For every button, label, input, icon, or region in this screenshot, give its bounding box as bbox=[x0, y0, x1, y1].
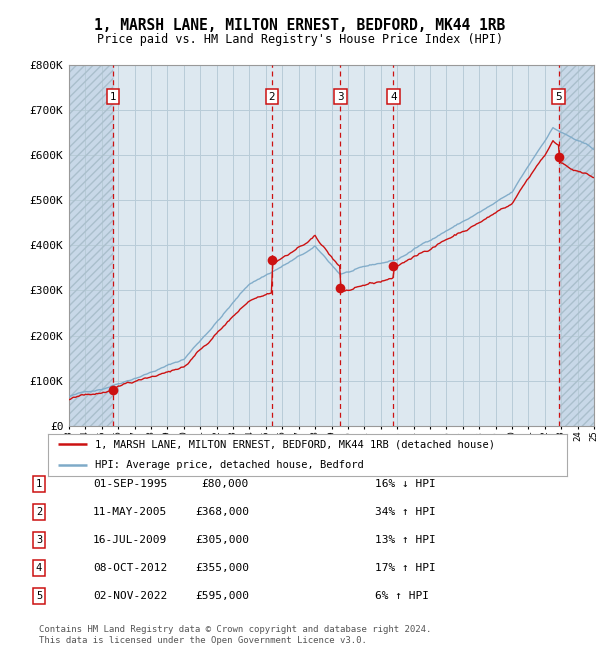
Text: Price paid vs. HM Land Registry's House Price Index (HPI): Price paid vs. HM Land Registry's House … bbox=[97, 32, 503, 46]
Text: 16% ↓ HPI: 16% ↓ HPI bbox=[375, 479, 436, 489]
Text: 01-SEP-1995: 01-SEP-1995 bbox=[93, 479, 167, 489]
Text: 02-NOV-2022: 02-NOV-2022 bbox=[93, 591, 167, 601]
Text: 1, MARSH LANE, MILTON ERNEST, BEDFORD, MK44 1RB (detached house): 1, MARSH LANE, MILTON ERNEST, BEDFORD, M… bbox=[95, 439, 495, 449]
Text: £305,000: £305,000 bbox=[195, 535, 249, 545]
Text: 16-JUL-2009: 16-JUL-2009 bbox=[93, 535, 167, 545]
Text: 4: 4 bbox=[390, 92, 397, 101]
Text: 5: 5 bbox=[36, 591, 42, 601]
Bar bbox=[69, 65, 113, 426]
Text: 11-MAY-2005: 11-MAY-2005 bbox=[93, 507, 167, 517]
Text: £368,000: £368,000 bbox=[195, 507, 249, 517]
Text: 3: 3 bbox=[36, 535, 42, 545]
Text: 08-OCT-2012: 08-OCT-2012 bbox=[93, 563, 167, 573]
Text: £595,000: £595,000 bbox=[195, 591, 249, 601]
Text: £355,000: £355,000 bbox=[195, 563, 249, 573]
Bar bbox=[559, 65, 594, 426]
Text: 1, MARSH LANE, MILTON ERNEST, BEDFORD, MK44 1RB: 1, MARSH LANE, MILTON ERNEST, BEDFORD, M… bbox=[94, 18, 506, 33]
Text: 1: 1 bbox=[109, 92, 116, 101]
Text: 2: 2 bbox=[268, 92, 275, 101]
Bar bbox=[69, 65, 113, 426]
Text: 3: 3 bbox=[337, 92, 344, 101]
Text: 13% ↑ HPI: 13% ↑ HPI bbox=[375, 535, 436, 545]
Text: Contains HM Land Registry data © Crown copyright and database right 2024.
This d: Contains HM Land Registry data © Crown c… bbox=[39, 625, 431, 645]
Text: 1: 1 bbox=[36, 479, 42, 489]
Text: 17% ↑ HPI: 17% ↑ HPI bbox=[375, 563, 436, 573]
Text: £80,000: £80,000 bbox=[202, 479, 249, 489]
Bar bbox=[559, 65, 594, 426]
Text: 4: 4 bbox=[36, 563, 42, 573]
Text: 6% ↑ HPI: 6% ↑ HPI bbox=[375, 591, 429, 601]
Text: 5: 5 bbox=[555, 92, 562, 101]
Text: 34% ↑ HPI: 34% ↑ HPI bbox=[375, 507, 436, 517]
Text: HPI: Average price, detached house, Bedford: HPI: Average price, detached house, Bedf… bbox=[95, 460, 364, 470]
Text: 2: 2 bbox=[36, 507, 42, 517]
